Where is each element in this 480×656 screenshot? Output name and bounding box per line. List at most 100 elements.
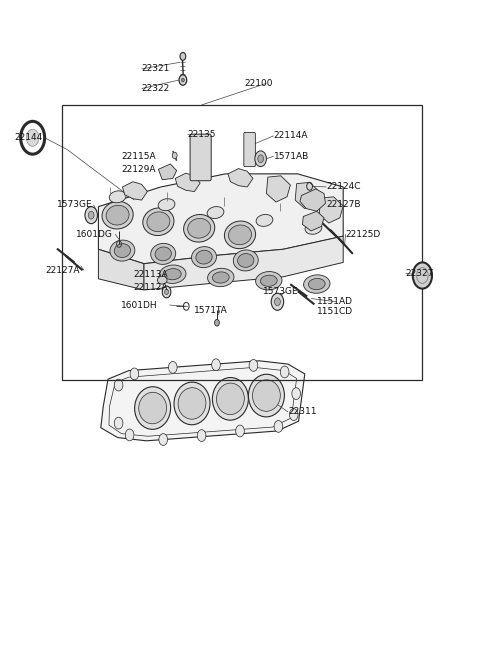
Ellipse shape xyxy=(174,382,210,425)
Circle shape xyxy=(236,425,244,437)
Polygon shape xyxy=(158,164,177,180)
Polygon shape xyxy=(175,173,200,192)
Ellipse shape xyxy=(216,383,244,415)
Polygon shape xyxy=(98,174,343,264)
Ellipse shape xyxy=(151,243,176,264)
Text: 22327: 22327 xyxy=(406,269,434,278)
Text: 22144: 22144 xyxy=(14,133,43,142)
Circle shape xyxy=(271,293,284,310)
Text: 1601DG: 1601DG xyxy=(76,230,113,239)
Polygon shape xyxy=(266,176,290,202)
Text: 22124C: 22124C xyxy=(326,182,361,192)
Text: 22125D: 22125D xyxy=(346,230,381,239)
Ellipse shape xyxy=(165,268,181,280)
Text: 1571AB: 1571AB xyxy=(274,152,309,161)
Circle shape xyxy=(130,368,139,380)
Text: 22113A: 22113A xyxy=(133,270,168,279)
Circle shape xyxy=(114,379,123,391)
Circle shape xyxy=(292,388,300,400)
Ellipse shape xyxy=(213,272,229,283)
Text: 22115A: 22115A xyxy=(121,152,156,161)
Ellipse shape xyxy=(184,215,215,242)
Ellipse shape xyxy=(188,218,211,238)
Ellipse shape xyxy=(102,201,133,229)
Polygon shape xyxy=(295,182,319,209)
Text: 1571TA: 1571TA xyxy=(194,306,228,315)
Polygon shape xyxy=(319,197,343,223)
Circle shape xyxy=(275,298,280,306)
Circle shape xyxy=(165,289,168,295)
Ellipse shape xyxy=(309,278,325,290)
Ellipse shape xyxy=(213,377,248,420)
Text: 22127A: 22127A xyxy=(46,266,80,275)
Ellipse shape xyxy=(225,221,255,249)
Text: 22129A: 22129A xyxy=(121,165,156,174)
Ellipse shape xyxy=(135,386,170,430)
Circle shape xyxy=(114,417,123,429)
Ellipse shape xyxy=(139,392,167,424)
Text: 1151AD: 1151AD xyxy=(317,297,353,306)
Polygon shape xyxy=(98,249,144,290)
Ellipse shape xyxy=(256,215,273,226)
Polygon shape xyxy=(144,236,343,290)
Circle shape xyxy=(249,359,258,371)
Circle shape xyxy=(172,152,177,159)
Ellipse shape xyxy=(196,250,212,264)
Circle shape xyxy=(180,52,186,60)
Polygon shape xyxy=(228,169,253,187)
Text: 22114A: 22114A xyxy=(274,131,308,140)
Circle shape xyxy=(258,155,264,163)
Polygon shape xyxy=(300,189,325,211)
Circle shape xyxy=(85,207,97,224)
Ellipse shape xyxy=(256,272,282,290)
Polygon shape xyxy=(101,361,305,441)
Circle shape xyxy=(88,211,94,219)
Bar xyxy=(62,105,422,380)
Circle shape xyxy=(212,359,220,371)
Circle shape xyxy=(197,430,206,441)
Text: 22321: 22321 xyxy=(142,64,170,73)
Circle shape xyxy=(159,434,168,445)
Text: 1573GE: 1573GE xyxy=(57,200,92,209)
FancyBboxPatch shape xyxy=(190,134,211,180)
Ellipse shape xyxy=(305,222,322,234)
Ellipse shape xyxy=(192,247,216,268)
Text: 1601DH: 1601DH xyxy=(121,300,158,310)
Circle shape xyxy=(26,129,39,146)
Text: 22127B: 22127B xyxy=(326,200,361,209)
Polygon shape xyxy=(122,182,147,200)
Text: 22135: 22135 xyxy=(187,130,216,139)
Circle shape xyxy=(280,366,289,378)
Ellipse shape xyxy=(157,276,167,284)
Ellipse shape xyxy=(233,250,258,271)
Text: 22100: 22100 xyxy=(245,79,273,88)
Ellipse shape xyxy=(147,212,170,232)
Ellipse shape xyxy=(110,240,135,261)
Ellipse shape xyxy=(158,199,175,211)
Ellipse shape xyxy=(208,268,234,287)
Circle shape xyxy=(168,361,177,373)
Ellipse shape xyxy=(109,191,126,203)
Ellipse shape xyxy=(178,388,206,419)
FancyBboxPatch shape xyxy=(244,133,255,167)
Ellipse shape xyxy=(106,205,129,225)
Circle shape xyxy=(289,409,298,420)
Polygon shape xyxy=(302,211,324,231)
Text: 22112A: 22112A xyxy=(133,283,168,292)
Circle shape xyxy=(125,429,134,441)
Ellipse shape xyxy=(249,374,284,417)
Text: 22311: 22311 xyxy=(288,407,316,417)
Text: 1573GE: 1573GE xyxy=(263,287,299,297)
Ellipse shape xyxy=(261,275,277,287)
Ellipse shape xyxy=(143,208,174,236)
Ellipse shape xyxy=(228,225,252,245)
Ellipse shape xyxy=(155,247,171,261)
Text: 22322: 22322 xyxy=(142,84,170,93)
Circle shape xyxy=(255,151,266,167)
Ellipse shape xyxy=(207,207,224,218)
Ellipse shape xyxy=(114,243,131,258)
Circle shape xyxy=(274,420,283,432)
Circle shape xyxy=(179,75,187,85)
Text: 1151CD: 1151CD xyxy=(317,307,353,316)
Circle shape xyxy=(413,262,432,289)
